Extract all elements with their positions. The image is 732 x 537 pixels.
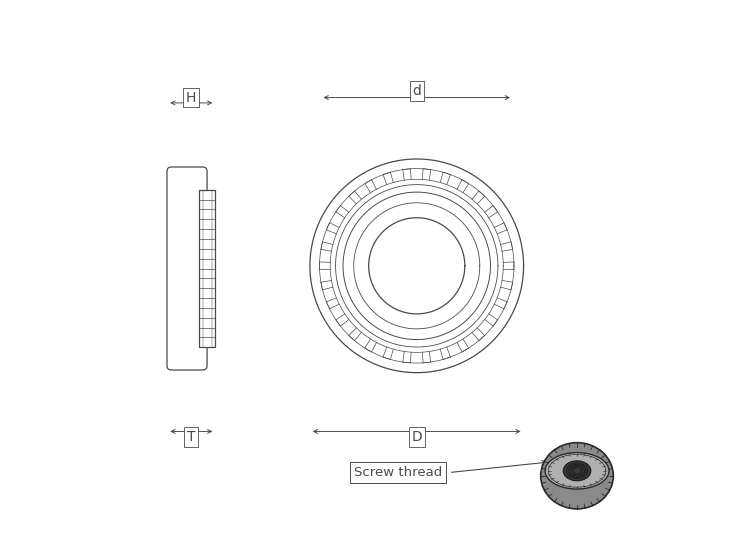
- Polygon shape: [199, 190, 215, 347]
- Ellipse shape: [545, 453, 609, 489]
- FancyBboxPatch shape: [167, 167, 207, 370]
- Text: T: T: [187, 430, 195, 444]
- Ellipse shape: [541, 442, 613, 509]
- Ellipse shape: [563, 461, 591, 481]
- Text: D: D: [411, 430, 422, 444]
- Text: Screw thread: Screw thread: [354, 466, 442, 479]
- Text: d: d: [412, 84, 421, 98]
- Text: H: H: [186, 91, 196, 105]
